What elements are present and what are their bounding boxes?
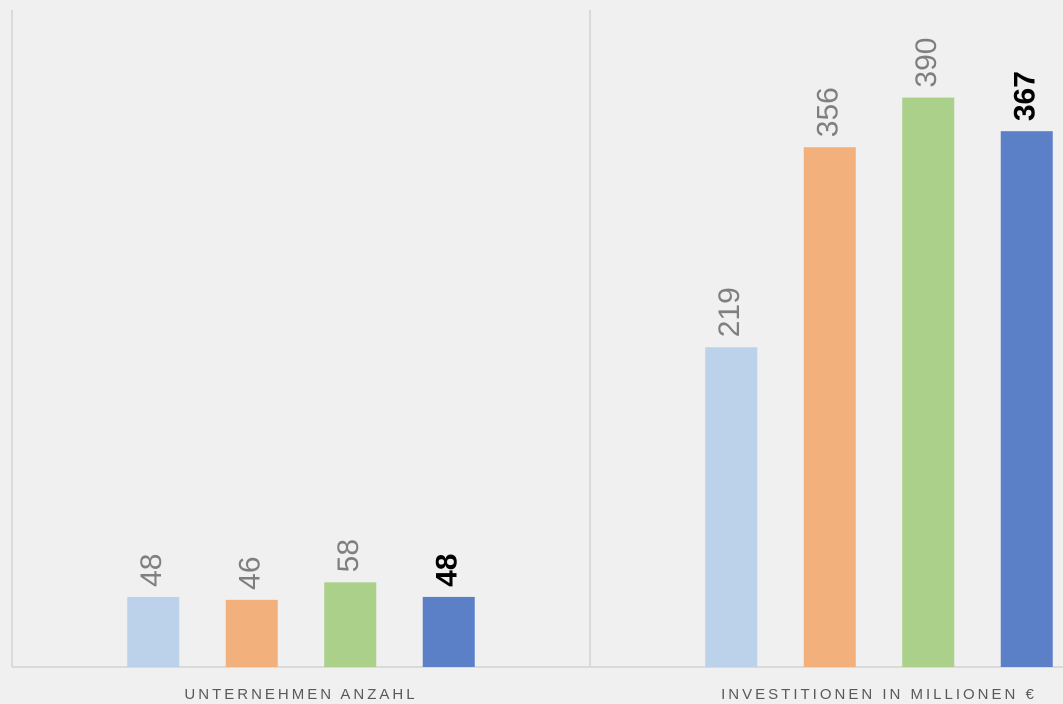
data-label: 367: [1009, 71, 1042, 121]
bar: [324, 582, 377, 667]
data-label: 356: [812, 87, 845, 137]
data-label: 48: [135, 554, 168, 587]
data-label: 48: [431, 554, 464, 587]
bar: [902, 97, 955, 668]
data-label: 46: [234, 556, 267, 589]
bar: [422, 596, 475, 667]
bar: [127, 596, 180, 667]
x-tick-label: UNTERNEHMEN ANZAHL: [184, 686, 417, 703]
data-label: 219: [713, 287, 746, 337]
bar: [225, 599, 278, 667]
x-tick-label: INVESTITIONEN IN MILLIONEN €: [721, 686, 1037, 703]
data-label: 390: [910, 38, 943, 88]
data-label: 58: [332, 539, 365, 572]
bar: [803, 147, 856, 668]
bar: [705, 347, 758, 667]
bar: [1000, 131, 1053, 667]
